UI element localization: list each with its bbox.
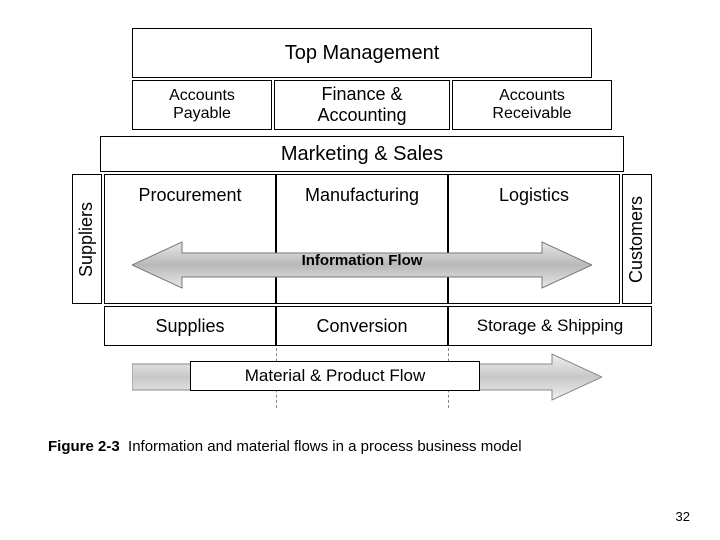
figure-caption-text: Information and material flows in a proc… [128,438,522,455]
customers-text: Customers [627,195,648,282]
page-number: 32 [676,509,690,524]
marketing-sales-box: Marketing & Sales [100,136,624,172]
figure-caption: Figure 2-3 Information and material flow… [48,438,672,455]
information-flow-label: Information Flow [132,252,592,269]
finance-accounting-box: Finance & Accounting [274,80,450,130]
conversion-box: Conversion [276,306,448,346]
suppliers-text: Suppliers [77,201,98,276]
logistics-box: Logistics [448,174,620,304]
figure-number: Figure 2-3 [48,438,120,455]
customers-label: Customers [622,174,652,304]
procurement-box: Procurement [104,174,276,304]
storage-shipping-box: Storage & Shipping [448,306,652,346]
accounts-receivable-box: Accounts Receivable [452,80,612,130]
material-flow-label-box: Material & Product Flow [190,361,480,391]
business-process-diagram: Top Management Accounts Payable Finance … [72,28,652,408]
top-management-box: Top Management [132,28,592,78]
suppliers-label: Suppliers [72,174,102,304]
manufacturing-box: Manufacturing [276,174,448,304]
accounts-payable-box: Accounts Payable [132,80,272,130]
supplies-box: Supplies [104,306,276,346]
